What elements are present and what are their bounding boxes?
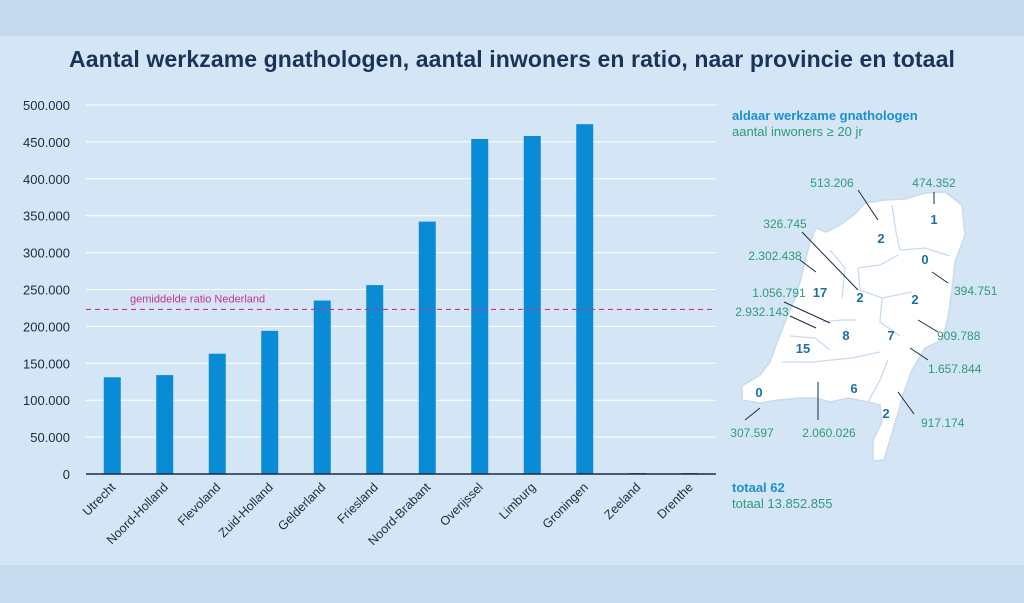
bar-groningen: [576, 124, 594, 475]
x-tick-label: Zeeland: [602, 480, 644, 522]
map-population-friesland: 513.206: [810, 176, 854, 190]
leader-lines: [744, 189, 949, 421]
total-population: totaal 13.852.855: [732, 496, 833, 511]
map-population-flevoland: 326.745: [763, 217, 807, 231]
y-tick-label: 450.000: [23, 135, 70, 150]
y-tick-label: 200.000: [23, 319, 70, 334]
bar-zuid-holland: [261, 330, 279, 474]
map-count-gelderland: 7: [887, 328, 894, 343]
map-population-groningen: 474.352: [912, 176, 956, 190]
map-count-flevoland: 2: [856, 290, 863, 305]
y-tick-label: 150.000: [23, 356, 70, 371]
bar-utrecht: [103, 377, 121, 474]
x-tick-label: Gelderland: [275, 480, 328, 533]
x-tick-label: Groningen: [540, 480, 591, 531]
total-count: totaal 62: [732, 480, 785, 495]
bar-overijssel: [471, 138, 489, 474]
y-tick-label: 300.000: [23, 246, 70, 261]
map-population-drenthe: 394.751: [954, 284, 998, 298]
map-population-limburg: 917.174: [921, 416, 965, 430]
map-population-zuid-holland: 2.932.143: [735, 305, 789, 319]
legend-title: aldaar werkzame gnathologen: [732, 108, 918, 123]
map-count-friesland: 2: [877, 231, 884, 246]
bar-noord-holland: [156, 375, 174, 474]
map-count-overijssel: 2: [911, 292, 918, 307]
map-count-drenthe: 0: [921, 252, 928, 267]
x-tick-label: Friesland: [335, 480, 381, 526]
bar-flevoland: [208, 353, 226, 474]
map-population-gelderland: 1.657.844: [928, 362, 982, 376]
x-tick-label: Flevoland: [175, 480, 223, 528]
bar-gelderland: [313, 300, 331, 474]
x-tick-label: Overijssel: [437, 480, 486, 529]
y-tick-label: 350.000: [23, 209, 70, 224]
map-count-limburg: 2: [882, 406, 889, 421]
map-count-zeeland: 0: [755, 385, 762, 400]
map-count-groningen: 1: [930, 212, 937, 227]
x-tick-label: Limburg: [497, 480, 539, 522]
grid-lines: [86, 104, 716, 438]
province-borders: [782, 204, 951, 403]
map-labels: 1 474.352 2 513.206 0 394.751 2 326.745 17 2.302.…: [730, 176, 997, 440]
x-tick-label: Drenthe: [655, 480, 696, 521]
reference-line-label: gemiddelde ratio Nederland: [130, 293, 265, 305]
bar-limburg: [523, 135, 541, 474]
map-population-noord-holland: 2.302.438: [748, 249, 802, 263]
chart-title: Aantal werkzame gnathologen, aantal inwo…: [69, 46, 955, 72]
bar-noord-brabant: [418, 221, 436, 474]
bottom-band: [0, 565, 1024, 603]
map-population-utrecht: 1.056.791: [752, 286, 806, 300]
y-tick-label: 50.000: [30, 430, 70, 445]
map-outline: [741, 191, 966, 462]
bar-friesland: [366, 285, 384, 474]
map-population-zeeland: 307.597: [730, 426, 774, 440]
netherlands-map: 1 474.352 2 513.206 0 394.751 2 326.745 17 2.302.…: [730, 176, 998, 462]
x-tick-label: Utrecht: [80, 480, 119, 519]
map-count-noord-holland: 17: [813, 285, 827, 300]
y-tick-label: 250.000: [23, 283, 70, 298]
map-population-overijssel: 909.788: [937, 329, 981, 343]
map-count-noord-brabant: 6: [850, 381, 857, 396]
y-tick-label: 400.000: [23, 172, 70, 187]
y-tick-label: 500.000: [23, 98, 70, 113]
map-population-noord-brabant: 2.060.026: [802, 426, 856, 440]
map-count-utrecht: 8: [842, 328, 849, 343]
top-band: [0, 0, 1024, 36]
legend-subtitle: aantal inwoners ≥ 20 jr: [732, 124, 863, 139]
x-tick-label: Zuid-Holland: [216, 480, 276, 540]
y-tick-label: 0: [63, 467, 70, 482]
map-count-zuid-holland: 15: [796, 341, 810, 356]
y-tick-label: 100.000: [23, 393, 70, 408]
